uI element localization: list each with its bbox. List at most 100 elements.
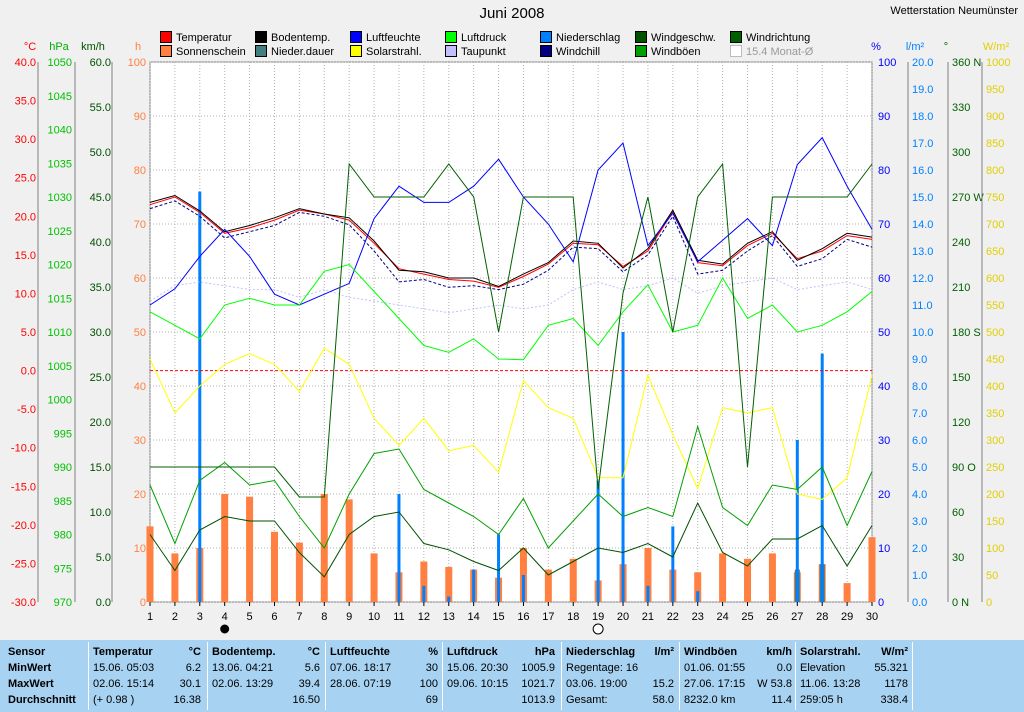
y-tick-rain: 5.0 <box>912 462 927 474</box>
y-tick-wind: 0.0 <box>96 597 111 609</box>
bar-sonnenschein <box>694 572 702 602</box>
y-tick-sunshine: 0 <box>140 597 146 609</box>
y-tick-wind: 35.0 <box>90 282 111 294</box>
stats-separator <box>795 642 796 710</box>
y-tick-sunshine: 70 <box>134 219 146 231</box>
bar-niederschlag <box>497 534 501 602</box>
stats-unit: W/m² <box>881 646 908 658</box>
x-tick-label: 25 <box>741 611 753 623</box>
y-tick-direction: 300 <box>952 147 970 159</box>
stats-cell-value: 1005.9 <box>521 662 555 674</box>
x-tick-label: 13 <box>443 611 455 623</box>
legend-label: Niederschlag <box>556 32 621 44</box>
y-tick-rain: 0.0 <box>912 597 927 609</box>
y-tick-wind: 50.0 <box>90 147 111 159</box>
stats-block-rain: Niederschlag l/m² Regentage: 16 03.06. 19:0… <box>566 644 674 710</box>
stats-cell-value: 39.4 <box>298 678 320 690</box>
y-tick-rain: 18.0 <box>912 111 933 123</box>
x-tick-label: 8 <box>321 611 327 623</box>
stats-cell-value: 30 <box>425 662 438 674</box>
legend-swatch <box>255 45 267 57</box>
y-tick-rain: 9.0 <box>912 354 927 366</box>
bar-sonnenschein <box>345 499 353 602</box>
legend-swatch <box>540 31 552 43</box>
y-tick-sunshine: 60 <box>134 273 146 285</box>
y-tick-solar: 300 <box>986 435 1004 447</box>
bar-sonnenschein <box>569 558 577 602</box>
moon-full-marker <box>592 623 604 635</box>
stats-row-label: MinWert <box>8 662 52 674</box>
legend-label: Windböen <box>651 46 701 58</box>
stats-block-solar: Solarstrahl. W/m² Elevation 55.321 11.06. 13… <box>800 644 908 710</box>
y-tick-temp: -30.0 <box>11 597 36 609</box>
legend-label: Sonnenschein <box>176 46 246 58</box>
stats-cell-label: 11.06. 13:28 <box>800 678 861 690</box>
legend-item: Windgeschw. <box>635 31 716 45</box>
y-tick-rain: 11.0 <box>912 300 933 312</box>
y-tick-pressure: 995 <box>54 428 72 440</box>
y-tick-rain: 8.0 <box>912 381 927 393</box>
y-tick-temp: 5.0 <box>21 327 36 339</box>
y-tick-pressure: 1000 <box>48 395 72 407</box>
x-tick-label: 6 <box>271 611 277 623</box>
x-tick-label: 27 <box>791 611 803 623</box>
legend-item: Niederschlag <box>540 31 620 45</box>
stats-cell-label: 07.06. 18:17 <box>330 662 392 674</box>
stats-header: Sensor <box>8 646 46 658</box>
stats-title: Niederschlag <box>566 646 636 658</box>
stats-cell-label: 13.06. 04:21 <box>212 662 274 674</box>
y-tick-sunshine: 20 <box>134 489 146 501</box>
y-tick-direction: 240 <box>952 237 970 249</box>
y-tick-wind: 20.0 <box>90 417 111 429</box>
legend-swatch <box>730 31 742 43</box>
y-tick-pressure: 1015 <box>48 293 72 305</box>
y-tick-solar: 350 <box>986 408 1004 420</box>
bar-sonnenschein <box>868 537 876 602</box>
x-tick-label: 28 <box>816 611 828 623</box>
y-tick-solar: 250 <box>986 462 1004 474</box>
y-tick-wind: 40.0 <box>90 237 111 249</box>
x-tick-label: 16 <box>517 611 529 623</box>
bar-sonnenschein <box>370 553 378 602</box>
bar-sonnenschein <box>246 496 254 602</box>
bar-niederschlag <box>671 526 675 602</box>
y-tick-solar: 150 <box>986 516 1004 528</box>
legend-swatch <box>160 31 172 43</box>
y-tick-rain: 14.0 <box>912 219 933 231</box>
stats-title: Luftfeuchte <box>330 646 390 658</box>
unit-solar: W/m² <box>983 41 1010 53</box>
legend-label: Luftdruck <box>461 32 507 44</box>
legend-item: Windchill <box>540 45 600 59</box>
legend-item: Luftfeuchte <box>350 31 420 45</box>
y-tick-temp: -15.0 <box>11 481 36 493</box>
stats-title: Solarstrahl. <box>800 646 861 658</box>
legend-item: Luftdruck <box>445 31 506 45</box>
y-tick-solar: 450 <box>986 354 1004 366</box>
y-tick-humidity: 0 <box>878 597 884 609</box>
y-tick-solar: 100 <box>986 543 1004 555</box>
x-tick-label: 26 <box>766 611 778 623</box>
unit-press: hPa <box>49 41 69 53</box>
stats-cell-label: 03.06. 19:00 <box>566 678 628 690</box>
stats-cell-label: Elevation <box>800 662 846 674</box>
y-tick-temp: -10.0 <box>11 443 36 455</box>
legend-swatch <box>350 31 362 43</box>
bar-niederschlag <box>621 332 625 602</box>
bar-sonnenschein <box>445 566 453 602</box>
series-windben <box>149 424 873 549</box>
y-tick-solar: 400 <box>986 381 1004 393</box>
y-tick-pressure: 1005 <box>48 361 72 373</box>
stats-separator <box>561 642 562 710</box>
y-tick-solar: 600 <box>986 273 1004 285</box>
stats-cell-value: 58.0 <box>652 694 674 706</box>
y-tick-solar: 0 <box>986 597 992 609</box>
stats-separator <box>442 642 443 710</box>
bar-sonnenschein <box>146 526 154 602</box>
stats-cell-value: 69 <box>425 694 438 706</box>
x-tick-label: 12 <box>418 611 430 623</box>
x-tick-label: 9 <box>346 611 352 623</box>
stats-separator <box>207 642 208 710</box>
y-tick-direction: 0 N <box>952 597 969 609</box>
y-tick-solar: 850 <box>986 138 1004 150</box>
series-luftdruck <box>149 263 873 361</box>
